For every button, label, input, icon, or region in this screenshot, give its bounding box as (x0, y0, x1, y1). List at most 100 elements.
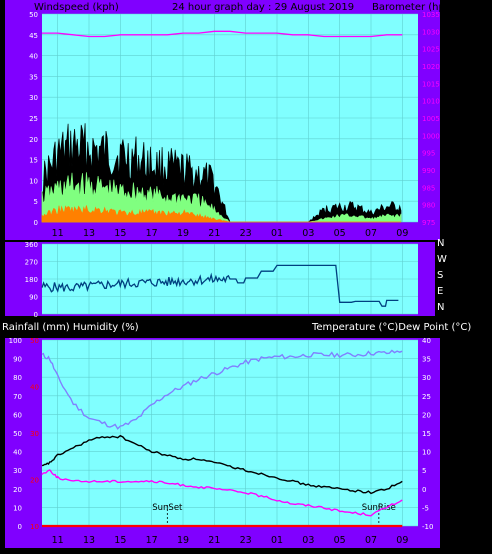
x-tick-label: 17 (146, 228, 158, 239)
temperature-y-tick-label: 35 (422, 356, 431, 364)
series-lines: SunSet SunRise (41, 30, 403, 528)
compass-label: W (437, 254, 447, 265)
wind-series-minimum (41, 205, 402, 223)
x-tick-label: 09 (396, 228, 408, 239)
x-tick-label: 13 (83, 535, 95, 546)
wind-y-tick-label: 10 (29, 177, 38, 185)
temperature-y-tick-label: 30 (422, 374, 431, 382)
pressure-y-tick-label: 1025 (422, 46, 440, 54)
temperature-y-tick-label: 0 (422, 486, 426, 494)
pressure-y-tick-label: 1020 (422, 63, 440, 71)
rain-y-tick-label: 50 (30, 337, 39, 345)
x-tick-label: 17 (146, 535, 158, 546)
humidity-y-tick-label: 0 (18, 523, 22, 531)
x-tick-label: 21 (208, 535, 220, 546)
x-tick-label: 09 (396, 535, 408, 546)
humidity-y-tick-label: 90 (13, 356, 22, 364)
pressure-y-tick-label: 1005 (422, 115, 440, 123)
wind-y-tick-label: 45 (29, 32, 38, 40)
x-tick-label: 23 (240, 535, 252, 546)
humidity-y-tick-label: 50 (13, 430, 22, 438)
x-tick-label: 01 (271, 535, 283, 546)
direction-y-tick-label: 90 (29, 294, 38, 302)
pressure-y-tick-label: 980 (422, 202, 435, 210)
header-left: Windspeed (kph) (34, 2, 119, 13)
pressure-y-tick-label: 1035 (422, 11, 440, 19)
series-humidity (41, 349, 403, 430)
temperature-y-tick-label: 25 (422, 393, 431, 401)
humidity-y-tick-label: 30 (13, 467, 22, 475)
x-tick-label: 19 (177, 228, 189, 239)
pressure-y-tick-label: 1030 (422, 28, 440, 36)
temperature-y-tick-label: -10 (422, 523, 433, 531)
rain-y-tick-label: 30 (30, 430, 39, 438)
x-tick-label: 15 (114, 535, 126, 546)
temperature-y-tick-label: 10 (422, 449, 431, 457)
series-temperature (41, 434, 403, 495)
direction-y-tick-label: 180 (25, 276, 38, 284)
wind-y-tick-label: 40 (29, 53, 38, 61)
middle-header-right: Temperature (°C)Dew Point (°C) (311, 322, 471, 333)
x-tick-label: 15 (114, 228, 126, 239)
barometer-line (42, 30, 403, 38)
rain-y-tick-label: 20 (30, 477, 39, 485)
humidity-y-tick-label: 100 (9, 337, 22, 345)
annotation-label: SunSet (152, 503, 183, 513)
pressure-y-tick-label: 1000 (422, 132, 440, 140)
x-tick-labels: 11 11 13 13 15 15 17 17 19 19 21 21 23 23 01 01 03 03 05 05… (52, 228, 409, 546)
series-dew (41, 469, 403, 517)
grid-lines (42, 13, 418, 527)
temperature-y-tick-label: 5 (422, 467, 426, 475)
axis-ticks: 0510152025303540455097598098599099510001… (9, 11, 440, 531)
x-tick-label: 19 (177, 535, 189, 546)
middle-header-left: Rainfall (mm) Humidity (%) (2, 322, 139, 333)
x-tick-label: 21 (208, 228, 220, 239)
x-tick-label: 05 (334, 228, 346, 239)
compass-label: N (437, 238, 444, 249)
temperature-y-tick-label: 40 (422, 337, 431, 345)
wind-y-tick-label: 50 (29, 11, 38, 19)
wind-series-average (41, 172, 402, 223)
humidity-y-tick-label: 60 (13, 411, 22, 419)
direction-y-tick-label: 270 (25, 259, 38, 267)
humidity-y-tick-label: 40 (13, 449, 22, 457)
x-tick-label: 05 (334, 535, 346, 546)
humidity-y-tick-label: 70 (13, 393, 22, 401)
header-right: Barometer (hpa) (372, 2, 455, 13)
wind-y-tick-label: 0 (34, 219, 38, 227)
x-tick-label: 07 (365, 535, 377, 546)
x-tick-label: 23 (240, 228, 252, 239)
x-tick-label: 03 (302, 228, 314, 239)
humidity-y-tick-label: 80 (13, 374, 22, 382)
rain-y-tick-label: 40 (30, 384, 39, 392)
pressure-y-tick-label: 975 (422, 219, 435, 227)
pressure-y-tick-label: 985 (422, 184, 435, 192)
rain-y-tick-label: 10 (30, 523, 39, 531)
compass-label: N (437, 302, 444, 313)
pressure-y-tick-label: 995 (422, 150, 435, 158)
x-tick-label: 13 (83, 228, 95, 239)
direction-y-tick-label: 0 (34, 311, 38, 319)
temperature-y-tick-label: 20 (422, 411, 431, 419)
x-tick-label: 11 (52, 535, 64, 546)
compass-label: S (437, 270, 443, 281)
wind-y-tick-label: 25 (29, 115, 38, 123)
header-center: 24 hour graph day : 29 August 2019 (172, 2, 354, 13)
x-tick-label: 01 (271, 228, 283, 239)
wind-y-tick-label: 20 (29, 136, 38, 144)
x-tick-label: 03 (302, 535, 314, 546)
x-tick-label: 07 (365, 228, 377, 239)
pressure-y-tick-label: 1010 (422, 98, 440, 106)
annotation-label: SunRise (362, 503, 396, 513)
wind-direction-line (41, 264, 399, 307)
x-tick-label: 11 (52, 228, 64, 239)
temperature-y-tick-label: -5 (422, 504, 429, 512)
wind-y-tick-label: 30 (29, 94, 38, 102)
compass-label: E (437, 286, 443, 297)
wind-y-tick-label: 15 (29, 157, 38, 165)
pressure-y-tick-label: 1015 (422, 80, 440, 88)
pressure-y-tick-label: 990 (422, 167, 435, 175)
